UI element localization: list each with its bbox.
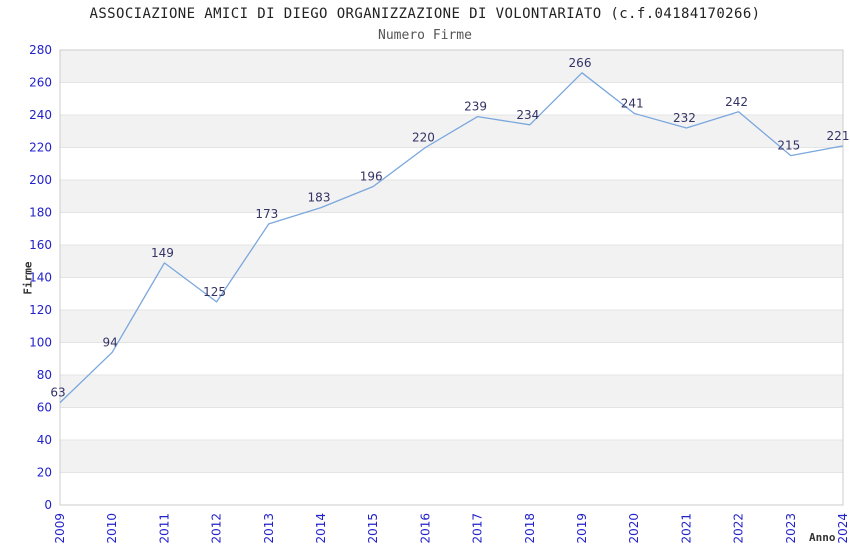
y-tick-label: 140 bbox=[29, 271, 52, 285]
band-stripe bbox=[60, 115, 843, 148]
data-point-label: 234 bbox=[516, 108, 539, 122]
y-tick-label: 60 bbox=[37, 401, 52, 415]
band-stripe bbox=[60, 245, 843, 278]
y-tick-label: 160 bbox=[29, 238, 52, 252]
x-tick-label: 2011 bbox=[157, 513, 171, 544]
data-point-label: 239 bbox=[464, 100, 487, 114]
y-tick-label: 80 bbox=[37, 368, 52, 382]
band-stripe bbox=[60, 50, 843, 83]
y-tick-label: 20 bbox=[37, 466, 52, 480]
plot-bands bbox=[60, 50, 843, 473]
gridlines bbox=[60, 82, 843, 473]
plot-border bbox=[59, 49, 844, 506]
x-tick-label: 2012 bbox=[210, 513, 224, 544]
x-tick-label: 2014 bbox=[314, 513, 328, 544]
data-point-label: 221 bbox=[827, 129, 850, 143]
band-stripe bbox=[60, 180, 843, 213]
x-tick-label: 2020 bbox=[627, 513, 641, 544]
x-axis-labels: 2009 2010 2011 2012 2013 2014 2015 2016 2017 2018… bbox=[53, 513, 850, 544]
y-tick-label: 120 bbox=[29, 303, 52, 317]
y-tick-label: 100 bbox=[29, 336, 52, 350]
y-tick-label: 260 bbox=[29, 76, 52, 90]
band-stripe bbox=[60, 440, 843, 473]
band-stripe bbox=[60, 310, 843, 343]
data-point-label: 241 bbox=[621, 96, 644, 110]
y-tick-label: 200 bbox=[29, 173, 52, 187]
y-tick-label: 220 bbox=[29, 141, 52, 155]
data-point-label: 215 bbox=[777, 139, 800, 153]
data-point-label: 232 bbox=[673, 111, 696, 125]
data-point-label: 183 bbox=[308, 191, 331, 205]
data-point-label: 63 bbox=[50, 386, 65, 400]
y-tick-label: 180 bbox=[29, 206, 52, 220]
data-point-label: 266 bbox=[569, 56, 592, 70]
x-tick-label: 2021 bbox=[679, 513, 693, 544]
x-tick-label: 2013 bbox=[262, 513, 276, 544]
data-point-label: 220 bbox=[412, 131, 435, 145]
y-axis-labels: 0 20 40 60 80 100 120 140 160 180 200 220 240 260 280 bbox=[29, 43, 52, 512]
y-tick-label: 0 bbox=[44, 498, 52, 512]
data-point-labels: 63 94 149 125 173 183 196 220 239 234 266 241 232 242… bbox=[50, 56, 849, 400]
x-tick-label: 2010 bbox=[105, 513, 119, 544]
x-tick-label: 2017 bbox=[471, 513, 485, 544]
x-axis-title: Anno bbox=[809, 531, 836, 544]
data-point-label: 94 bbox=[103, 335, 118, 349]
data-point-label: 125 bbox=[203, 285, 226, 299]
y-axis-title: Firme bbox=[21, 261, 35, 295]
chart-title: ASSOCIAZIONE AMICI DI DIEGO ORGANIZZAZIO… bbox=[89, 6, 761, 22]
chart-subtitle: Numero Firme bbox=[378, 28, 472, 43]
x-tick-label: 2022 bbox=[732, 513, 746, 544]
data-point-label: 242 bbox=[725, 95, 748, 109]
x-tick-label: 2009 bbox=[53, 513, 67, 544]
x-tick-label: 2023 bbox=[784, 513, 798, 544]
band-stripe bbox=[60, 375, 843, 408]
x-tick-label: 2024 bbox=[836, 513, 850, 544]
data-point-label: 149 bbox=[151, 246, 174, 260]
data-point-label: 196 bbox=[360, 170, 383, 184]
x-tick-label: 2018 bbox=[523, 513, 537, 544]
series-line bbox=[59, 72, 844, 404]
x-tick-label: 2016 bbox=[418, 513, 432, 544]
y-tick-label: 280 bbox=[29, 43, 52, 57]
y-tick-label: 40 bbox=[37, 433, 52, 447]
x-tick-label: 2015 bbox=[366, 513, 380, 544]
x-tick-label: 2019 bbox=[575, 513, 589, 544]
data-point-label: 173 bbox=[255, 207, 278, 221]
y-tick-label: 240 bbox=[29, 108, 52, 122]
